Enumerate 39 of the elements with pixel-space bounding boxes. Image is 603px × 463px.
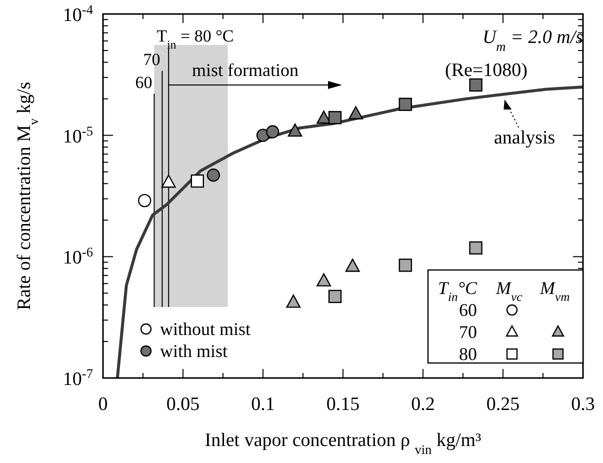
point [328, 290, 342, 304]
annotation: analysis [494, 128, 556, 149]
point [398, 98, 412, 111]
point [469, 241, 482, 255]
x-tick-label: 0.15 [326, 394, 360, 415]
x-tick-label: 0.05 [166, 394, 200, 415]
point [190, 174, 204, 188]
annotation: M$_{vc}$ [495, 278, 523, 304]
legend-label: without mist [160, 319, 251, 339]
point [161, 174, 176, 188]
y-tick-label: 10$^{-6}$ [62, 244, 94, 269]
point [286, 294, 301, 308]
x-tick-label: 0.25 [486, 394, 520, 415]
point [348, 106, 363, 120]
x-axis-title: Inlet vapor concentration ρ $_{vin}$ kg/m³ [204, 430, 482, 456]
point [288, 123, 302, 137]
annotation: (Re=1080) [445, 60, 528, 81]
annotation: 70 [143, 50, 160, 69]
point [345, 258, 360, 272]
annotation: M$_{vm}$ [539, 278, 570, 304]
annotation: T$_{in}$ = 80 °C [156, 26, 234, 52]
annotation: mist formation [192, 60, 298, 80]
legend-label: with mist [160, 341, 228, 361]
annotation: 60 [135, 72, 152, 92]
annotation: 80 [459, 344, 477, 364]
point [316, 273, 331, 286]
x-tick-label: 0 [98, 394, 108, 415]
y-tick-label: 10$^{-7}$ [62, 366, 94, 390]
point [266, 125, 280, 138]
x-tick-label: 0.1 [251, 394, 275, 415]
point [398, 258, 412, 272]
point [206, 168, 220, 182]
annotation: 70 [459, 322, 477, 342]
x-tick-label: 0.3 [571, 394, 595, 415]
x-tick-label: 0.2 [411, 394, 435, 415]
y-tick-label: 10$^{-4}$ [62, 2, 94, 26]
point [328, 111, 342, 124]
annotation: U$_{m}$ = 2.0 m/s [482, 27, 583, 54]
y-tick-label: 10$^{-5}$ [62, 122, 94, 148]
